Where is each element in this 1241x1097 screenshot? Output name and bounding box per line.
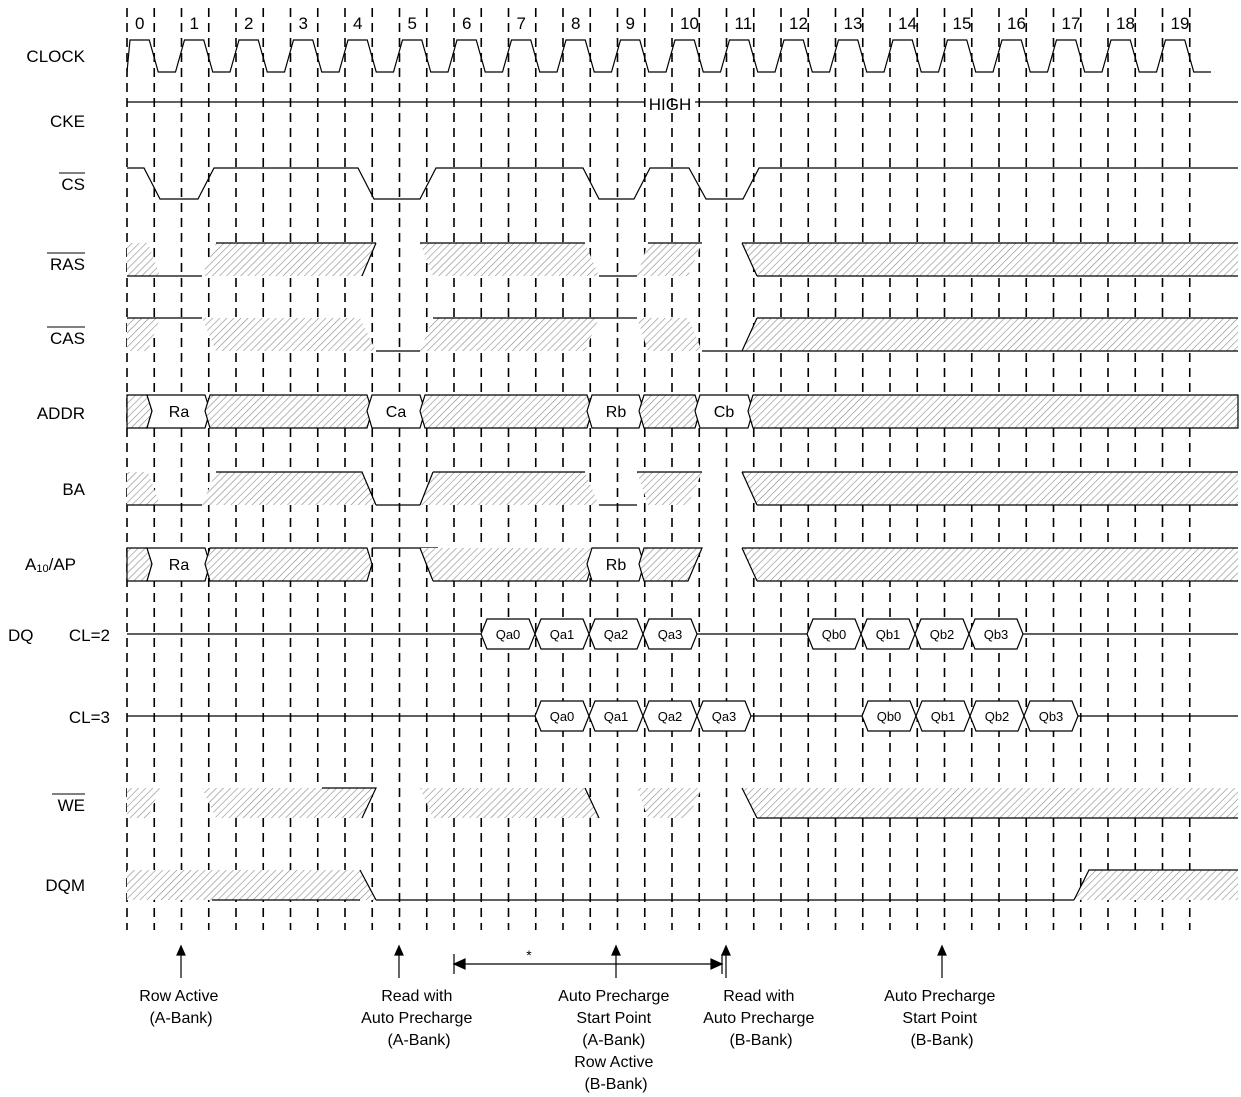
label-dq: DQ [8,626,34,645]
clock-number: 2 [244,14,253,33]
annotation-ap-start-b: Auto Precharge Start Point (B-Bank) [884,988,1000,1049]
event-markers: * [176,944,947,978]
dq-cl2-value: Qb3 [984,627,1009,642]
label-cs: CS [61,175,85,194]
annotations: Row Active (A-Bank) Read with Auto Prech… [139,988,1000,1093]
cs-waveform [127,167,1238,200]
cke-waveform: HIGH [127,95,1238,114]
clock-grid-lines [126,8,1191,930]
dq-cl3-value: Qb1 [931,709,956,724]
dq-cl2-value: Qa2 [604,627,629,642]
dq-cl3-cell [696,700,752,732]
label-cl3: CL=3 [69,708,110,727]
span-asterisk: * [526,947,532,963]
label-addr: ADDR [37,404,85,423]
a10-value-rb: Rb [606,557,627,574]
clock-number: 3 [299,14,308,33]
label-cke: CKE [50,112,85,131]
label-dqm: DQM [45,876,85,895]
clock-number: 18 [1116,14,1135,33]
annotation-ap-start-a: Auto Precharge Start Point (A-Bank) Row … [558,988,674,1093]
dq-cl3-waveform: Qa0 Qa1 Qa2 Qa3 Qb0 Qb1 Qb2 Qb3 [127,700,1238,732]
label-a10ap: A10/AP [25,555,76,575]
clock-number: 14 [898,14,917,33]
label-clock: CLOCK [26,47,85,66]
clock-number: 0 [135,14,144,33]
clock-number: 1 [190,14,199,33]
annotation-read-ap-a: Read with Auto Precharge (A-Bank) [361,988,477,1049]
addr-value-ca: Ca [386,404,407,421]
clock-number: 15 [953,14,972,33]
clock-number: 4 [353,14,362,33]
clock-waveform [126,39,1211,73]
dq-cl3-value: Qb2 [985,709,1010,724]
label-we: WE [58,796,85,815]
we-waveform [127,787,1238,819]
a10ap-waveform: Ra Rb [126,547,1238,582]
dq-cl2-value: Qa0 [496,627,521,642]
annotation-row-active-a: Row Active (A-Bank) [139,988,223,1027]
clock-number: 12 [789,14,808,33]
clock-number: 17 [1062,14,1081,33]
dq-cl3-value: Qa0 [550,709,575,724]
dq-cl3-value: Qb0 [877,709,902,724]
clock-number: 6 [462,14,471,33]
clock-number: 11 [735,14,753,33]
dq-cl3-cell [1023,700,1079,732]
clock-cycle-numbers: 0 1 2 3 4 5 6 7 8 9 10 11 12 13 14 15 16 17 18 19 [135,14,1189,33]
dq-cl2-value: Qa3 [658,627,683,642]
ras-waveform [127,242,1238,277]
label-ba: BA [62,480,85,499]
dq-cl2-cell [968,618,1024,650]
addr-waveform: Ra Ca Rb Cb [126,394,1239,429]
clock-number: 13 [844,14,863,33]
dq-cl3-value: Qa2 [658,709,683,724]
dq-cl3-value: Qb3 [1039,709,1064,724]
cas-waveform [127,317,1238,352]
signal-labels: CLOCK CKE CS RAS CAS ADDR BA A10/AP DQ C… [8,47,110,895]
clock-number: 9 [626,14,635,33]
dqm-waveform [127,869,1238,901]
label-cas: CAS [50,329,85,348]
dq-cl3-value: Qa3 [712,709,737,724]
label-ras: RAS [50,255,85,274]
dq-cl2-value: Qb1 [876,627,901,642]
addr-value-cb: Cb [714,404,735,421]
ba-waveform [127,471,1238,506]
dq-cl2-waveform: Qa0 Qa1 Qa2 Qa3 Qb0 Qb1 Qb2 Qb3 [127,618,1238,650]
a10-value-ra: Ra [169,557,190,574]
clock-number: 8 [571,14,580,33]
annotation-read-ap-b: Read with Auto Precharge (B-Bank) [703,988,819,1049]
clock-number: 19 [1171,14,1190,33]
addr-value-rb: Rb [606,404,627,421]
label-cl2: CL=2 [69,626,110,645]
clock-number: 5 [408,14,417,33]
clock-number: 7 [517,14,526,33]
clock-number: 16 [1007,14,1026,33]
dq-cl3-value: Qa1 [604,709,629,724]
dq-cl2-value: Qb0 [822,627,847,642]
dq-cl2-value: Qa1 [550,627,575,642]
addr-value-ra: Ra [169,404,190,421]
dq-cl2-value: Qb2 [930,627,955,642]
dq-cl2-cell [642,618,698,650]
clock-number: 10 [680,14,699,33]
cke-high-label: HIGH [649,95,692,114]
